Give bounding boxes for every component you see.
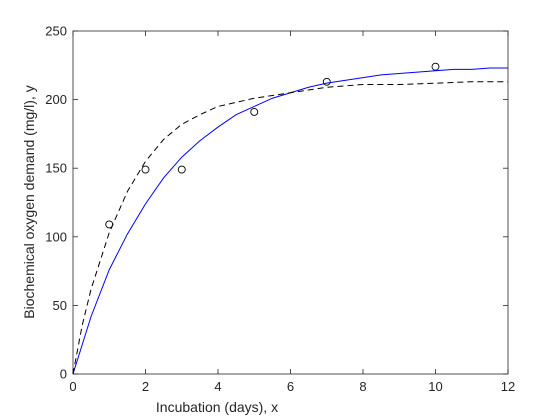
data-point (141, 165, 150, 174)
y-tick-label: 200 (45, 92, 67, 107)
series-layer (72, 62, 508, 375)
y-tick-label: 150 (45, 161, 67, 176)
axes-box (72, 30, 509, 375)
y-axis-label: Biochemical oxygen demand (mg/l), y (21, 85, 37, 318)
x-tick-label: 6 (287, 379, 294, 394)
y-tick-label: 250 (45, 24, 67, 39)
data-point (250, 107, 259, 116)
x-tick-label: 12 (501, 379, 515, 394)
data-point (177, 165, 186, 174)
x-tick-label: 2 (142, 379, 149, 394)
y-tick-label: 50 (53, 298, 67, 313)
data-point (322, 77, 331, 86)
x-axis-label: Incubation (days), x (156, 399, 278, 415)
y-tick-label: 0 (60, 367, 67, 382)
x-tick-label: 4 (214, 379, 221, 394)
y-axis-ticks: 0 50 100 150 200 250 (45, 24, 508, 382)
plot-area: 0 2 4 6 8 10 12 0 50 100 150 200 250 (45, 24, 515, 395)
x-tick-label: 8 (359, 379, 366, 394)
x-tick-label: 0 (69, 379, 76, 394)
dashed-fit-line (72, 81, 508, 375)
y-tick-label: 100 (45, 229, 67, 244)
x-axis-ticks: 0 2 4 6 8 10 12 (69, 31, 515, 394)
data-point (431, 62, 440, 71)
x-tick-label: 10 (428, 379, 442, 394)
